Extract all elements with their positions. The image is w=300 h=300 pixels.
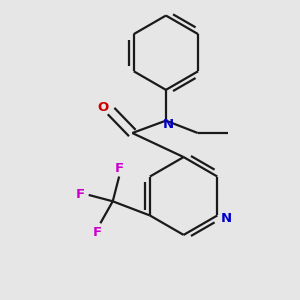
Text: F: F <box>115 162 124 175</box>
Text: N: N <box>220 212 232 225</box>
Text: O: O <box>98 101 109 114</box>
Text: F: F <box>92 226 101 238</box>
Text: F: F <box>75 188 84 201</box>
Text: N: N <box>163 118 174 131</box>
